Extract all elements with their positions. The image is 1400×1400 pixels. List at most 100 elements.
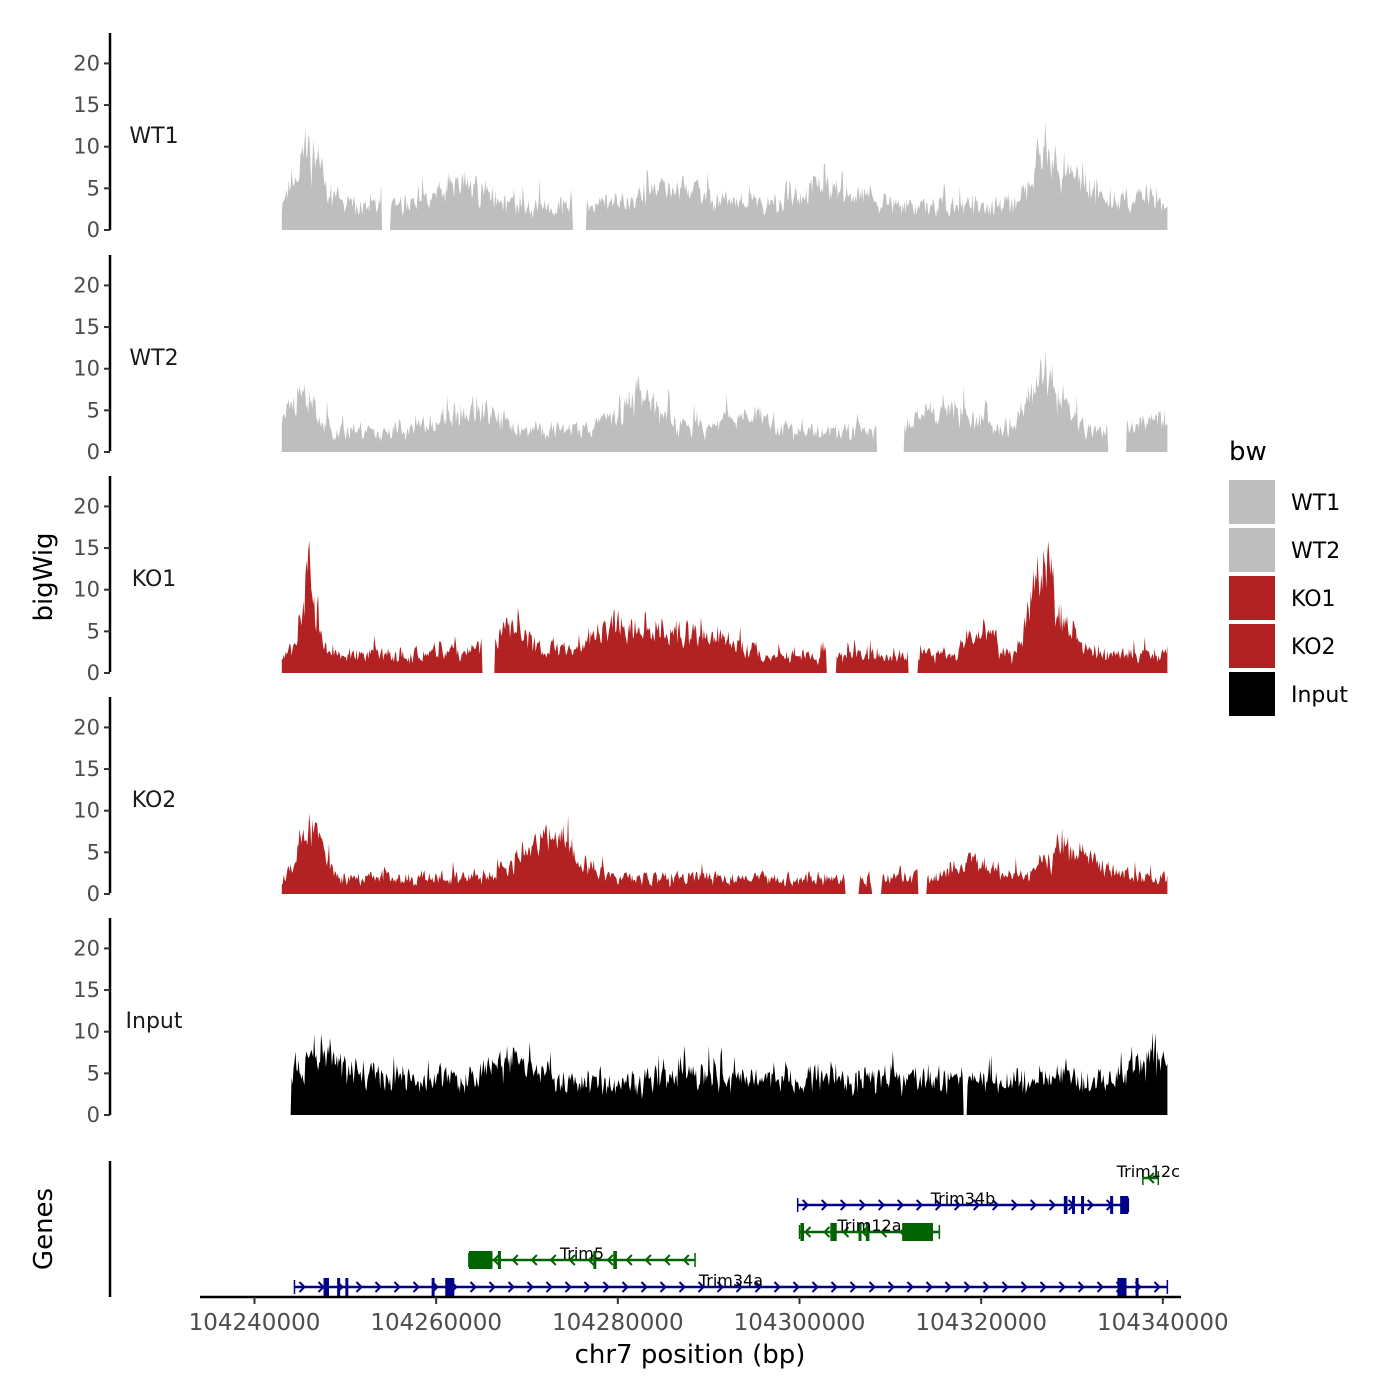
strand-chevron xyxy=(953,1199,962,1211)
exon xyxy=(468,1251,493,1269)
exon xyxy=(1135,1278,1139,1296)
y-tick-label: 5 xyxy=(87,176,100,200)
legend-label-input: Input xyxy=(1291,683,1348,708)
gene-trim12c: Trim12c xyxy=(1116,1162,1180,1185)
gene-label: Trim34a xyxy=(698,1271,763,1290)
strand-chevron xyxy=(469,1281,477,1293)
y-tick-label: 20 xyxy=(73,715,100,739)
strand-chevron xyxy=(858,1199,867,1211)
exon xyxy=(497,1251,501,1269)
strand-chevron xyxy=(1058,1281,1066,1293)
x-axis-title: chr7 position (bp) xyxy=(575,1340,806,1370)
legend-swatch-wt1 xyxy=(1229,480,1275,524)
y-tick-label: 10 xyxy=(73,578,100,602)
strand-chevron xyxy=(492,1254,500,1266)
exon xyxy=(858,1223,862,1241)
track-label-ko2: KO2 xyxy=(132,788,177,813)
strand-chevron xyxy=(982,1281,990,1293)
exon xyxy=(337,1278,341,1296)
gene-panel: Trim12c Trim34b Trim12a Trim5 Trim34a xyxy=(108,1161,1180,1297)
gene-trim34b: Trim34b xyxy=(796,1189,1130,1214)
gene-label: Trim34b xyxy=(930,1189,996,1208)
y-axis-title: bigWig xyxy=(29,532,59,621)
coverage-area-input xyxy=(281,1032,1168,1115)
exon xyxy=(323,1278,329,1296)
legend-swatch-input xyxy=(1229,672,1275,716)
y-tick-label: 5 xyxy=(87,1061,100,1085)
gene-label: Trim12a xyxy=(836,1216,901,1235)
strand-chevron xyxy=(963,1281,971,1293)
strand-chevron xyxy=(682,1254,690,1266)
gene-trim34a: Trim34a xyxy=(293,1271,1169,1296)
y-tick-label: 10 xyxy=(73,1020,100,1044)
y-tick-label: 0 xyxy=(87,661,100,685)
strand-chevron xyxy=(1086,1199,1095,1211)
gene-label: Trim5 xyxy=(559,1244,604,1263)
y-tick-label: 15 xyxy=(73,757,100,781)
strand-chevron xyxy=(317,1281,325,1293)
strand-chevron xyxy=(801,1199,810,1211)
x-tick-label: 104240000 xyxy=(189,1310,321,1336)
track-ko1: 0 5 10 15 20 KO1 xyxy=(73,476,1168,685)
legend-title: bw xyxy=(1229,437,1267,467)
y-tick-label: 5 xyxy=(87,619,100,643)
y-tick-label: 0 xyxy=(87,218,100,242)
y-tick-label: 20 xyxy=(73,936,100,960)
y-tick-label: 20 xyxy=(73,494,100,518)
exon xyxy=(865,1223,870,1241)
exon xyxy=(445,1278,455,1296)
strand-chevron xyxy=(507,1281,515,1293)
strand-chevron xyxy=(1096,1281,1104,1293)
strand-chevron xyxy=(1001,1281,1009,1293)
strand-chevron xyxy=(374,1281,382,1293)
strand-chevron xyxy=(735,1281,743,1293)
strand-chevron xyxy=(1048,1199,1057,1211)
y-tick-label: 15 xyxy=(73,315,100,339)
strand-chevron xyxy=(393,1281,401,1293)
strand-chevron xyxy=(1147,1172,1155,1184)
strand-chevron xyxy=(644,1254,652,1266)
strand-chevron xyxy=(545,1281,553,1293)
exon xyxy=(593,1251,597,1269)
strand-chevron xyxy=(849,1281,857,1293)
exon xyxy=(1081,1196,1085,1214)
exon xyxy=(800,1223,805,1241)
strand-chevron xyxy=(526,1281,534,1293)
y-tick-label: 15 xyxy=(73,93,100,117)
y-tick-label: 0 xyxy=(87,1103,100,1127)
coverage-area-ko1 xyxy=(281,540,1168,673)
strand-chevron xyxy=(773,1281,781,1293)
exon xyxy=(345,1278,349,1296)
gene-trim12a: Trim12a xyxy=(798,1216,941,1241)
strand-chevron xyxy=(355,1281,363,1293)
strand-chevron xyxy=(972,1199,981,1211)
exon xyxy=(830,1223,837,1241)
exon xyxy=(1120,1196,1129,1214)
strand-chevron xyxy=(511,1254,519,1266)
y-tick-label: 15 xyxy=(73,536,100,560)
track-label-ko1: KO1 xyxy=(132,567,177,592)
strand-chevron xyxy=(906,1281,914,1293)
gene-trim5: Trim5 xyxy=(468,1244,696,1269)
strand-chevron xyxy=(944,1281,952,1293)
exon xyxy=(1117,1278,1127,1296)
x-tick-label: 104320000 xyxy=(915,1310,1047,1336)
strand-chevron xyxy=(663,1254,671,1266)
strand-chevron xyxy=(830,1281,838,1293)
strand-chevron xyxy=(896,1199,905,1211)
legend-label-ko1: KO1 xyxy=(1291,587,1336,612)
strand-chevron xyxy=(823,1226,831,1238)
exon xyxy=(902,1223,934,1241)
genes-panel-title: Genes xyxy=(29,1188,59,1270)
y-tick-label: 20 xyxy=(73,51,100,75)
strand-chevron xyxy=(568,1254,576,1266)
strand-chevron xyxy=(811,1281,819,1293)
legend-label-wt1: WT1 xyxy=(1291,491,1340,516)
strand-chevron xyxy=(530,1254,538,1266)
tracks: 0 5 10 15 20 WT1 0 5 10 15 20 WT2 0 5 10 15 20 KO1 0 5 10 15 2… xyxy=(73,33,1168,1127)
y-tick-label: 5 xyxy=(87,398,100,422)
strand-chevron xyxy=(1029,1199,1038,1211)
strand-chevron xyxy=(991,1199,1000,1211)
coverage-area-wt1 xyxy=(281,120,1168,230)
x-tick-label: 104260000 xyxy=(370,1310,502,1336)
